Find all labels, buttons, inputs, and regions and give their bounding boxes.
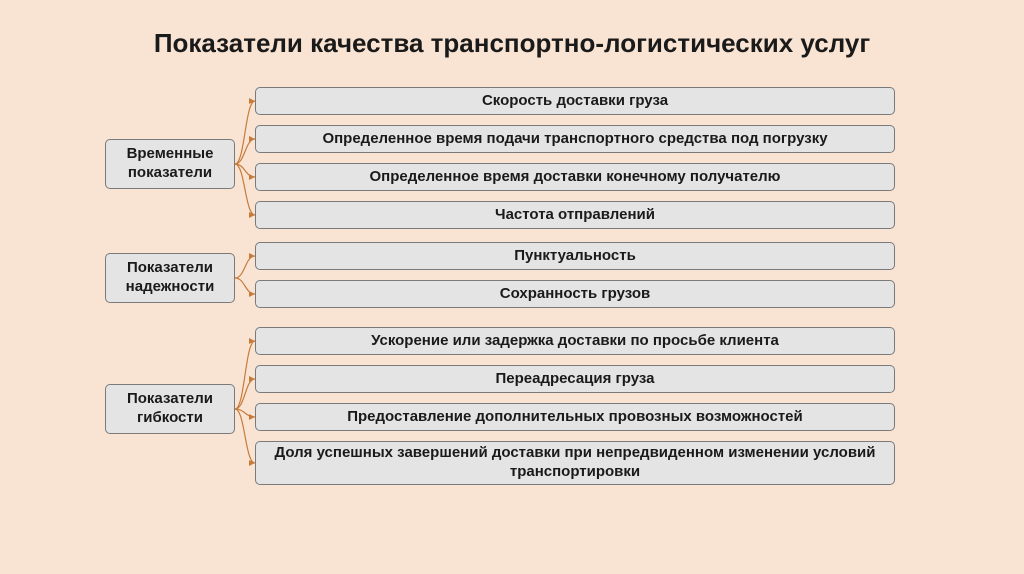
item-box: Пунктуальность [255,242,895,270]
item-box: Ускорение или задержка доставки по прось… [255,327,895,355]
item-box: Предоставление дополнительных провозных … [255,403,895,431]
item-box: Скорость доставки груза [255,87,895,115]
category-box: Показатели гибкости [105,384,235,434]
item-box: Определенное время подачи транспортного … [255,125,895,153]
item-box: Доля успешных завершений доставки при не… [255,441,895,485]
item-box: Определенное время доставки конечному по… [255,163,895,191]
hierarchy-diagram: Временные показатели Скорость доставки гр… [0,69,1024,559]
item-box: Переадресация груза [255,365,895,393]
item-box: Сохранность грузов [255,280,895,308]
page-title: Показатели качества транспортно-логистич… [0,0,1024,69]
category-box: Временные показатели [105,139,235,189]
category-box: Показатели надежности [105,253,235,303]
item-box: Частота отправлений [255,201,895,229]
